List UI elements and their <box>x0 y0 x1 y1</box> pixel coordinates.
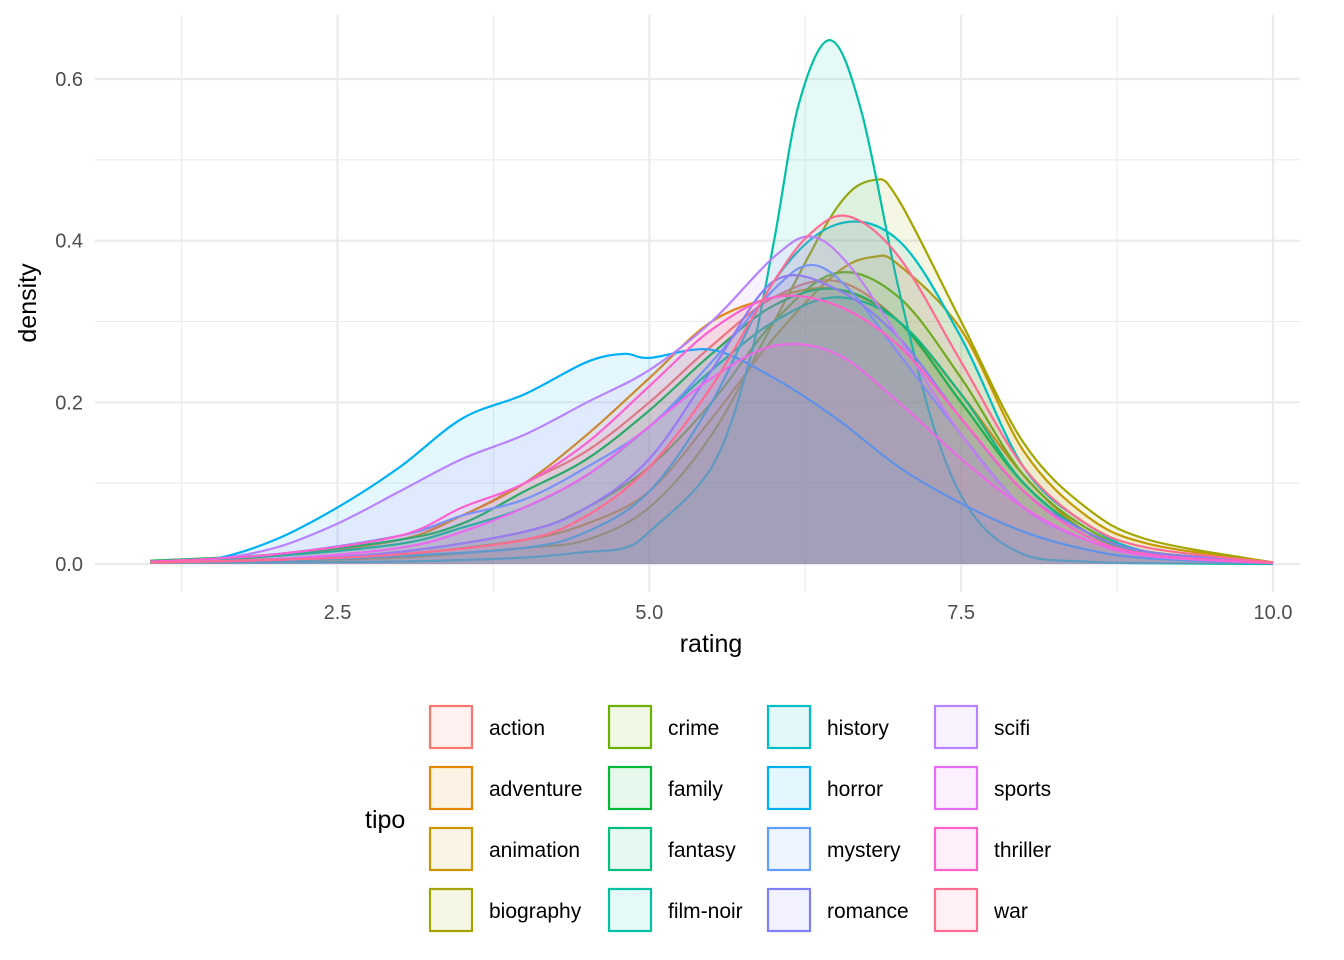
series-area-fantasy <box>150 297 1273 564</box>
series-area-biography <box>150 179 1273 564</box>
series-area-mystery <box>150 264 1273 564</box>
legend-item-history: history <box>766 704 889 750</box>
grid-layer <box>95 15 1300 592</box>
legend-label-film-noir: film-noir <box>668 900 743 923</box>
legend-label-animation: animation <box>489 839 580 862</box>
x-tick-label: 2.5 <box>324 602 352 624</box>
axis-layer: 2.5 5.0 7.5 10.0 0.0 0.2 0.4 0.6 <box>55 69 1292 624</box>
legend-item-mystery: mystery <box>766 826 901 872</box>
legend-key-adventure <box>428 765 474 811</box>
x-tick-label: 10.0 <box>1254 602 1293 624</box>
legend-label-action: action <box>489 717 545 740</box>
series-line-film-noir <box>150 39 1274 566</box>
y-tick-label: 0.0 <box>55 554 83 576</box>
legend-item-action: action <box>428 704 545 750</box>
y-axis-title: density <box>14 263 42 343</box>
legend-item-fantasy: fantasy <box>607 826 736 872</box>
series-area-thriller <box>150 295 1273 564</box>
series-layer <box>150 39 1274 566</box>
legend-item-film-noir: film-noir <box>607 887 743 933</box>
legend-label-history: history <box>827 717 889 740</box>
legend-item-thriller: thriller <box>933 826 1051 872</box>
legend-key-mystery <box>766 826 812 872</box>
legend-key-biography <box>428 887 474 933</box>
legend-label-family: family <box>668 778 723 801</box>
series-area-war <box>150 215 1273 564</box>
series-area-scifi <box>150 236 1273 565</box>
legend-key-romance <box>766 887 812 933</box>
legend-label-biography: biography <box>489 900 582 923</box>
legend-key-animation <box>428 826 474 872</box>
legend-key-action <box>428 704 474 750</box>
legend-item-sports: sports <box>933 765 1051 811</box>
legend-item-scifi: scifi <box>933 704 1030 750</box>
series-horror <box>150 348 1274 565</box>
legend-item-animation: animation <box>428 826 580 872</box>
legend-key-crime <box>607 704 653 750</box>
series-film-noir <box>150 39 1274 566</box>
legend-item-crime: crime <box>607 704 719 750</box>
legend-label-scifi: scifi <box>994 717 1030 740</box>
legend-label-mystery: mystery <box>827 839 901 862</box>
series-line-sports <box>150 342 1274 565</box>
legend-key-war <box>933 887 979 933</box>
series-sports <box>150 342 1274 565</box>
series-area-sports <box>150 343 1273 564</box>
y-tick-label: 0.4 <box>55 231 83 253</box>
series-line-thriller <box>150 294 1274 565</box>
series-area-action <box>150 280 1273 564</box>
legend-item-biography: biography <box>428 887 582 933</box>
legend-label-romance: romance <box>827 900 909 923</box>
series-line-horror <box>150 348 1274 565</box>
series-line-biography <box>150 178 1274 564</box>
series-biography <box>150 178 1274 564</box>
legend-label-fantasy: fantasy <box>668 839 736 862</box>
series-area-family <box>150 288 1273 564</box>
y-tick-label: 0.2 <box>55 392 83 414</box>
x-tick-label: 7.5 <box>947 602 975 624</box>
x-tick-label: 5.0 <box>635 602 663 624</box>
legend-label-adventure: adventure <box>489 778 582 801</box>
legend-item-adventure: adventure <box>428 765 582 811</box>
series-thriller <box>150 294 1274 565</box>
series-romance <box>150 273 1274 564</box>
series-area-romance <box>150 275 1273 564</box>
legend-key-thriller <box>933 826 979 872</box>
legend-item-horror: horror <box>766 765 883 811</box>
series-area-adventure <box>150 287 1273 564</box>
series-area-history <box>150 221 1273 564</box>
y-tick-label: 0.6 <box>55 69 83 91</box>
legend-label-sports: sports <box>994 778 1051 801</box>
legend-label-crime: crime <box>668 717 719 740</box>
legend-label-war: war <box>993 900 1028 923</box>
legend-label-thriller: thriller <box>994 839 1051 862</box>
legend-key-fantasy <box>607 826 653 872</box>
legend-key-sports <box>933 765 979 811</box>
series-area-animation <box>150 255 1273 564</box>
series-area-horror <box>150 349 1273 564</box>
series-line-romance <box>150 273 1274 564</box>
legend-title: tipo <box>365 806 405 834</box>
legend-key-film-noir <box>607 887 653 933</box>
legend-key-scifi <box>933 704 979 750</box>
legend: tipo action adventure animation biography cr… <box>365 704 1051 933</box>
legend-item-romance: romance <box>766 887 909 933</box>
legend-item-family: family <box>607 765 723 811</box>
series-line-war <box>150 214 1274 564</box>
series-area-crime <box>150 272 1273 564</box>
legend-item-war: war <box>933 887 1028 933</box>
series-war <box>150 214 1274 564</box>
x-axis-title: rating <box>680 630 743 658</box>
legend-key-family <box>607 765 653 811</box>
legend-key-horror <box>766 765 812 811</box>
legend-label-horror: horror <box>827 778 883 801</box>
legend-key-history <box>766 704 812 750</box>
